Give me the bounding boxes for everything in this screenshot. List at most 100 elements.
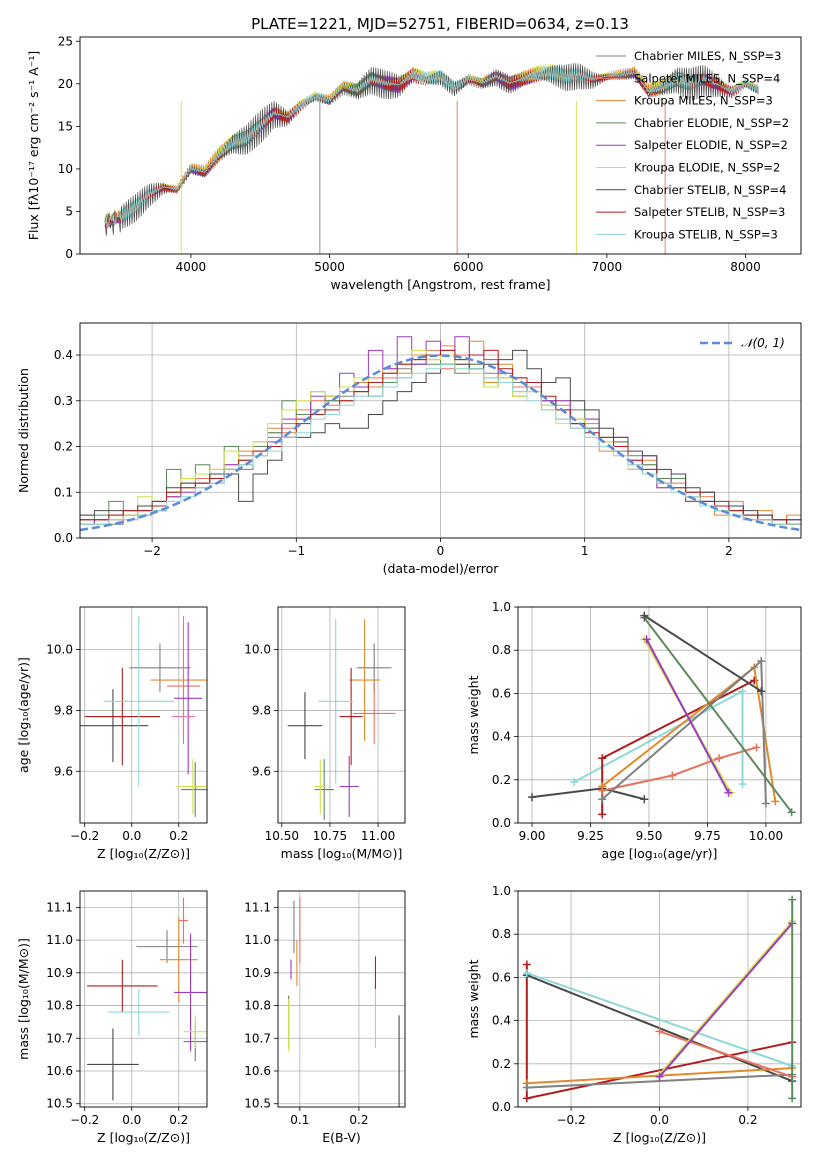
weight-marker xyxy=(522,1083,531,1092)
y-tick-label: 20 xyxy=(58,77,73,91)
x-tick-label: 0.0 xyxy=(122,1113,141,1127)
panel-weight_vs_age: 9.00 9.25 9.50 9.75 10.00 0.0 0.2 0.4 0.6 0.8 1.0 a… xyxy=(466,600,802,861)
weight-line xyxy=(658,920,793,1076)
x-tick-label: 0.2 xyxy=(169,1113,188,1127)
legend-label: 𝒩(0, 1) xyxy=(741,336,785,350)
legend-label: Kroupa MILES, N_SSP=3 xyxy=(634,94,773,108)
plot-area xyxy=(528,611,796,819)
x-axis-label: Z [log₁₀(Z/Z⊙)] xyxy=(97,846,190,861)
y-tick-label: 10.0 xyxy=(46,643,73,657)
weight-marker xyxy=(752,743,761,752)
x-tick-label: 10.00 xyxy=(749,829,783,843)
y-tick-label: 10.6 xyxy=(244,1064,271,1078)
x-tick-label: 7000 xyxy=(592,260,623,274)
x-axis-label: wavelength [Angstrom, rest frame] xyxy=(330,277,550,292)
x-tick-label: 0 xyxy=(437,544,445,558)
weight-marker xyxy=(788,895,797,904)
weight-line xyxy=(601,658,767,804)
y-tick-label: 11.0 xyxy=(244,933,271,947)
legend-label: Salpeter ELODIE, N_SSP=2 xyxy=(634,138,788,152)
weight-marker xyxy=(724,788,733,797)
y-axis-label: age [log₁₀(age/yr)] xyxy=(16,657,31,773)
axes-frame xyxy=(517,890,802,1108)
x-tick-label: −0.2 xyxy=(70,829,99,843)
weight-marker xyxy=(598,782,607,791)
y-tick-label: 0.1 xyxy=(54,485,73,499)
y-tick-label: 1.0 xyxy=(492,884,511,898)
axes-frame xyxy=(79,322,802,539)
y-tick-label: 11.1 xyxy=(244,900,271,914)
weight-marker xyxy=(788,1094,797,1103)
y-tick-label: 1.0 xyxy=(492,600,511,614)
weight-marker xyxy=(640,611,649,620)
x-axis-label: E(B-V) xyxy=(322,1130,361,1145)
weight-marker xyxy=(640,795,649,804)
weight-marker xyxy=(668,771,677,780)
x-tick-label: 5000 xyxy=(314,260,345,274)
y-tick-label: 10 xyxy=(58,162,73,176)
y-tick-label: 9.8 xyxy=(54,703,73,717)
axes-frame xyxy=(277,606,406,824)
x-tick-label: −1 xyxy=(287,544,305,558)
y-tick-label: 0.2 xyxy=(492,773,511,787)
y-tick-label: 10.9 xyxy=(244,966,271,980)
weight-marker xyxy=(655,1072,664,1081)
y-axis-label: Flux [fλ10⁻¹⁷ erg cm⁻² s⁻¹ A⁻¹] xyxy=(26,51,41,240)
panel-residuals: −2 −1 0 1 2 0.0 0.1 0.2 0.3 0.4 (data-model)/error… xyxy=(16,322,802,576)
x-tick-label: 1 xyxy=(581,544,589,558)
panel-spectrum: 4000 5000 6000 7000 8000 0 5 10 15 20 25 wavelength… xyxy=(26,34,802,292)
weight-marker xyxy=(738,780,747,789)
panel-mass_vs_ebv: 0.1 0.2 10.5 10.6 10.7 10.8 10.9 11.0 11.1 E(B-V) xyxy=(244,890,406,1145)
weight-marker xyxy=(761,799,770,808)
axes-frame xyxy=(517,606,802,824)
legend-label: Chabrier ELODIE, N_SSP=2 xyxy=(634,116,789,130)
weight-marker xyxy=(522,960,531,969)
legend-label: Chabrier MILES, N_SSP=3 xyxy=(634,49,781,63)
x-axis-label: mass [log₁₀(M/M⊙)] xyxy=(281,846,403,861)
y-tick-label: 0.4 xyxy=(492,1014,511,1028)
weight-marker xyxy=(771,797,780,806)
y-tick-label: 10.9 xyxy=(46,966,73,980)
plot-area xyxy=(80,336,801,538)
x-tick-label: 0.0 xyxy=(650,1113,669,1127)
y-tick-label: 9.8 xyxy=(252,703,271,717)
x-tick-label: 0.1 xyxy=(290,1113,309,1127)
y-tick-label: 10.7 xyxy=(46,1031,73,1045)
figure-title: PLATE=1221, MJD=52751, FIBERID=0634, z=0… xyxy=(251,15,629,33)
weight-marker xyxy=(598,795,607,804)
y-tick-label: 25 xyxy=(58,34,73,48)
axes-frame xyxy=(277,890,406,1108)
panel-age_vs_Z: −0.2 0.0 0.2 9.6 9.8 10.0 Z [log₁₀(Z/Z⊙)] age [… xyxy=(16,606,208,861)
weight-marker xyxy=(655,1027,664,1036)
x-tick-label: 4000 xyxy=(176,260,207,274)
weight-line xyxy=(645,638,730,794)
y-tick-label: 0.0 xyxy=(492,816,511,830)
y-tick-label: 0.0 xyxy=(492,1100,511,1114)
x-tick-label: 9.50 xyxy=(636,829,663,843)
plot-area xyxy=(87,897,207,1101)
x-tick-label: 9.75 xyxy=(694,829,721,843)
legend-label: Salpeter STELIB, N_SSP=3 xyxy=(634,205,785,219)
legend: Chabrier MILES, N_SSP=3 Salpeter MILES, N… xyxy=(596,49,789,241)
weight-marker xyxy=(715,754,724,763)
x-tick-label: 9.00 xyxy=(519,829,546,843)
plot-area xyxy=(80,616,207,817)
weight-line xyxy=(643,617,793,813)
weight-marker xyxy=(528,793,537,802)
x-tick-label: 2 xyxy=(725,544,733,558)
x-axis-label: Z [log₁₀(Z/Z⊙)] xyxy=(97,1130,190,1145)
panel-weight_vs_Z: −0.2 0.0 0.2 0.0 0.2 0.4 0.6 0.8 1.0 Z [log₁₀(Z/Z… xyxy=(466,884,802,1145)
panel-mass_vs_Z: −0.2 0.0 0.2 10.5 10.6 10.7 10.8 10.9 11.0 11.1 Z … xyxy=(16,890,208,1145)
axes-frame xyxy=(79,890,208,1108)
x-tick-label: 6000 xyxy=(453,260,484,274)
x-tick-label: 0.2 xyxy=(169,829,188,843)
y-tick-label: 0.2 xyxy=(492,1057,511,1071)
weight-line xyxy=(531,787,645,801)
weight-line xyxy=(601,746,757,792)
y-tick-label: 10.5 xyxy=(244,1097,271,1111)
normal-curve xyxy=(80,354,801,532)
axes-frame xyxy=(79,36,802,255)
x-tick-label: 9.25 xyxy=(577,829,604,843)
legend-label: Chabrier STELIB, N_SSP=4 xyxy=(634,183,786,197)
y-tick-label: 0.4 xyxy=(492,730,511,744)
